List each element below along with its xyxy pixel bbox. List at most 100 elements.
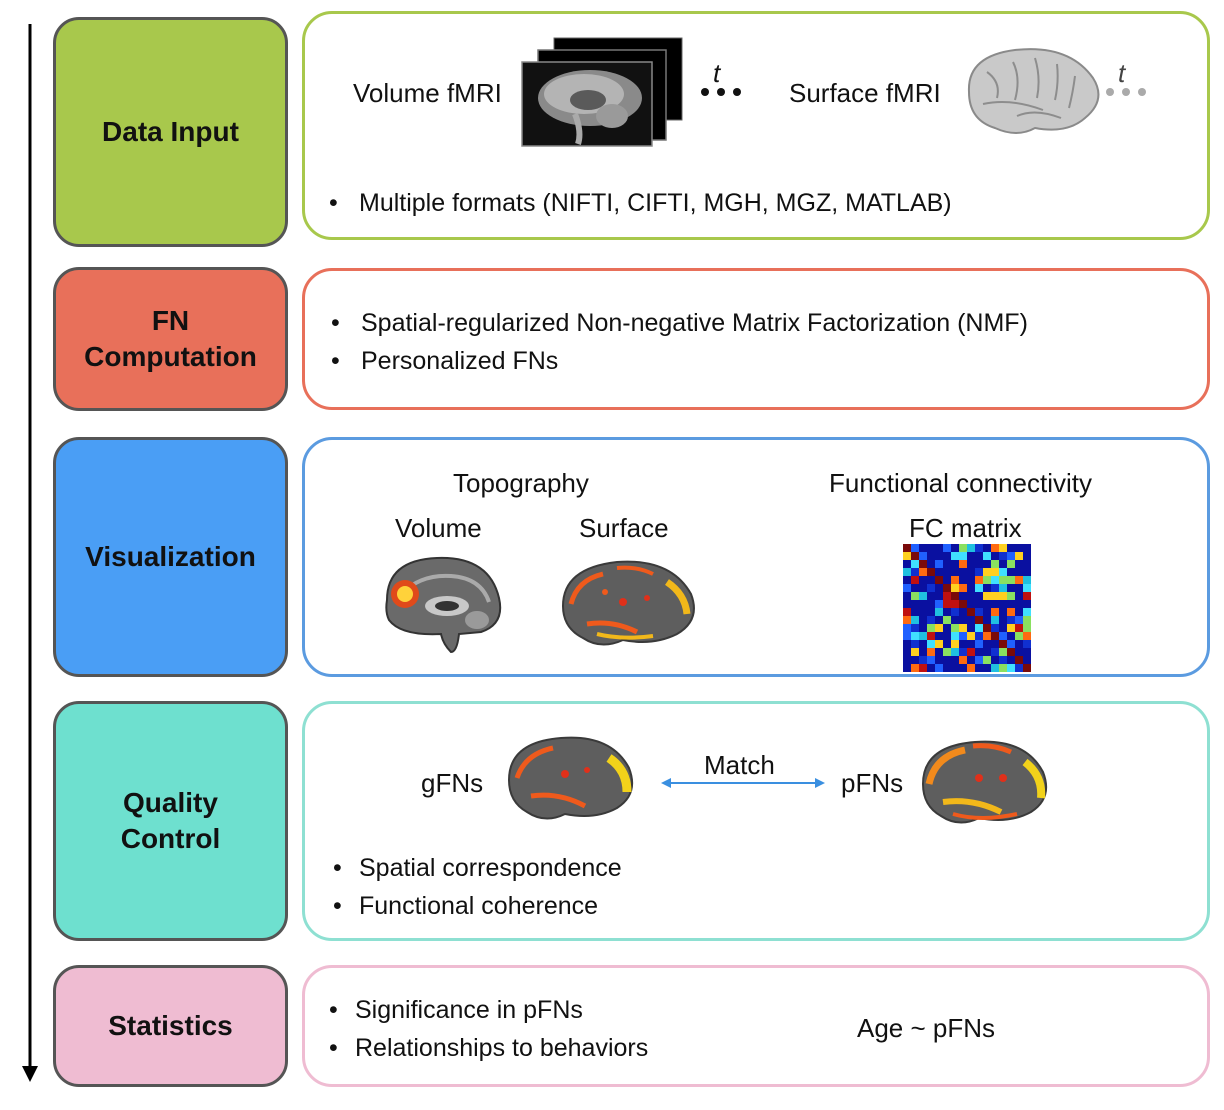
fc-matrix-cell [919, 568, 927, 576]
list-item: • Significance in pFNs [329, 996, 583, 1025]
fc-matrix-cell [975, 616, 983, 624]
fc-matrix-cell [943, 648, 951, 656]
fc-matrix-cell [975, 624, 983, 632]
fc-matrix-cell [911, 560, 919, 568]
fc-matrix-cell [911, 640, 919, 648]
fc-matrix-cell [927, 544, 935, 552]
fc-matrix-cell [959, 632, 967, 640]
fc-matrix-cell [943, 616, 951, 624]
fc-matrix-cell [919, 552, 927, 560]
fc-matrix-cell [975, 576, 983, 584]
fc-matrix-cell [943, 544, 951, 552]
fc-matrix-cell [903, 624, 911, 632]
fc-matrix-cell [967, 624, 975, 632]
fc-matrix-cell [983, 624, 991, 632]
fc-matrix-cell [951, 656, 959, 664]
fc-matrix-cell [927, 656, 935, 664]
fc-matrix-cell [919, 576, 927, 584]
fc-matrix-cell [935, 576, 943, 584]
fc-matrix-cell [1015, 576, 1023, 584]
fc-matrix-cell [991, 632, 999, 640]
fc-matrix-cell [983, 584, 991, 592]
surface-brain-icon [967, 48, 1100, 134]
fc-matrix-cell [943, 600, 951, 608]
fc-matrix-cell [951, 608, 959, 616]
fc-matrix-cell [919, 600, 927, 608]
fc-matrix-cell [903, 640, 911, 648]
fc-matrix-cell [1023, 560, 1031, 568]
fc-matrix-cell [919, 640, 927, 648]
fc-matrix-cell [927, 648, 935, 656]
fc-matrix-cell [967, 552, 975, 560]
fc-matrix-cell [1015, 640, 1023, 648]
fc-matrix-cell [903, 616, 911, 624]
bullet-marker: • [331, 309, 340, 337]
fc-matrix-cell [983, 640, 991, 648]
fc-matrix-cell [991, 576, 999, 584]
time-symbol-volume: t [713, 58, 721, 88]
fc-matrix-cell [1015, 584, 1023, 592]
fc-matrix-cell [1015, 568, 1023, 576]
fc-matrix-cell [959, 592, 967, 600]
fc-matrix-cell [1023, 608, 1031, 616]
fc-matrix-cell [991, 552, 999, 560]
bullet-text: Significance in pFNs [355, 996, 583, 1024]
stage-label: Quality Control [120, 787, 221, 854]
fc-matrix-cell [935, 640, 943, 648]
fc-matrix-cell [919, 624, 927, 632]
fc-matrix-cell [951, 616, 959, 624]
fc-matrix-cell [1007, 568, 1015, 576]
fc-matrix-cell [951, 640, 959, 648]
fc-matrix-cell [911, 584, 919, 592]
fc-matrix-cell [1007, 616, 1015, 624]
fc-matrix-cell [975, 552, 983, 560]
fc-matrix-cell [1007, 592, 1015, 600]
fc-matrix-cell [903, 600, 911, 608]
fc-matrix-cell [975, 632, 983, 640]
functional-connectivity-label: Functional connectivity [829, 468, 1093, 498]
fc-matrix-cell [943, 576, 951, 584]
fc-matrix-cell [943, 568, 951, 576]
bullet-marker: • [331, 347, 340, 375]
bullet-marker: • [333, 854, 342, 882]
fc-matrix-cell [903, 632, 911, 640]
bullet-text: Relationships to behaviors [355, 1034, 649, 1062]
ellipsis-dots-volume [701, 88, 741, 96]
list-item: • Spatial correspondence [333, 854, 622, 883]
fc-matrix-cell [967, 616, 975, 624]
fc-matrix-cell [911, 592, 919, 600]
fc-matrix-cell [1007, 576, 1015, 584]
stage-statistics: Statistics [53, 965, 288, 1087]
fc-matrix-cell [991, 616, 999, 624]
fc-matrix-cell [951, 584, 959, 592]
bullet-marker: • [329, 1034, 338, 1062]
fc-matrix-cell [951, 600, 959, 608]
fc-matrix-cell [959, 552, 967, 560]
fc-matrix-cell [919, 560, 927, 568]
stage-quality-control: Quality Control [53, 701, 288, 941]
fc-matrix-cell [983, 592, 991, 600]
bullet-text: Multiple formats (NIFTI, CIFTI, MGH, MGZ… [359, 189, 952, 217]
bullet-marker: • [333, 892, 342, 920]
fc-matrix-cell [959, 544, 967, 552]
fc-matrix-cell [991, 584, 999, 592]
fc-matrix-cell [911, 616, 919, 624]
fc-matrix-cell [927, 592, 935, 600]
fc-matrix-cell [1007, 552, 1015, 560]
fc-matrix-cell [911, 656, 919, 664]
fc-matrix-cell [951, 544, 959, 552]
fc-matrix-cell [935, 600, 943, 608]
fc-matrix-cell [1007, 656, 1015, 664]
fc-matrix-cell [967, 576, 975, 584]
fc-matrix-cell [935, 592, 943, 600]
fc-matrix-cell [975, 640, 983, 648]
stage-label: FN Computation [84, 305, 257, 372]
fc-matrix-cell [927, 552, 935, 560]
fc-matrix-cell [1023, 584, 1031, 592]
fc-matrix-cell [999, 544, 1007, 552]
gfns-brain-icon [507, 736, 633, 820]
bullet-text: Functional coherence [359, 892, 599, 920]
fc-matrix-cell [975, 656, 983, 664]
bullet-text: Spatial-regularized Non-negative Matrix … [361, 309, 1028, 337]
list-item: • Multiple formats (NIFTI, CIFTI, MGH, MG… [329, 189, 952, 218]
